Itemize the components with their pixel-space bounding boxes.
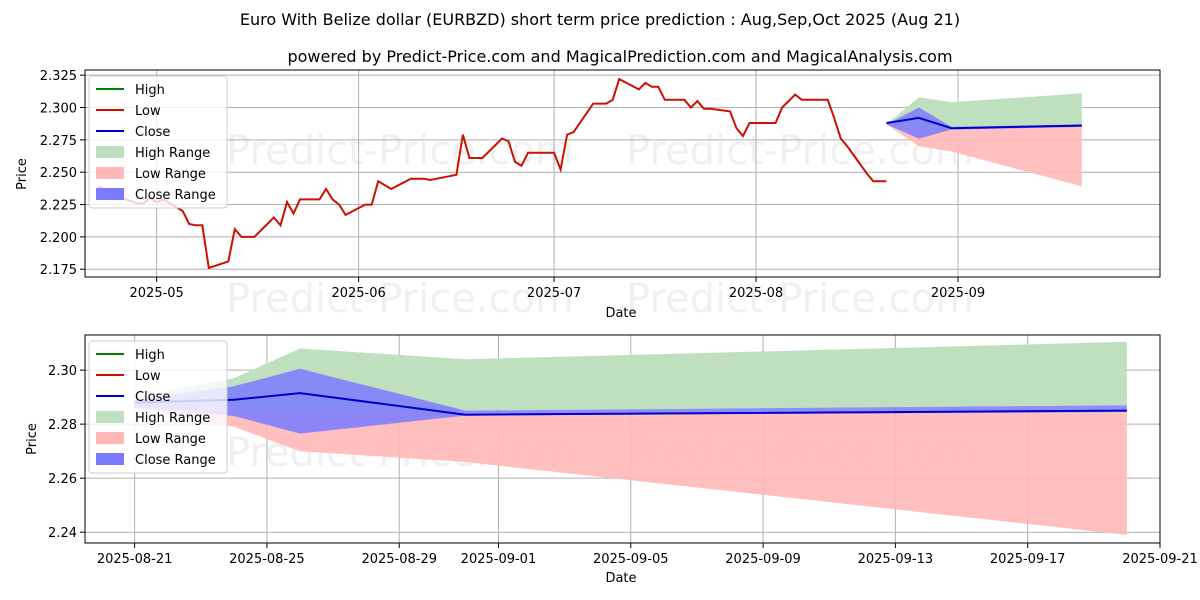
legend-label: Low [135,369,161,384]
watermark-text: Predict-Price.com [626,276,974,322]
y-tick-label: 2.250 [40,166,77,181]
legend-swatch [96,453,124,465]
close-series-line [886,116,1082,130]
top-panel-ticks: 2025-05 2025-06 2025-07 2025-08 2025-09 2.175… [40,69,985,301]
legend-swatch [96,146,124,158]
close-range-band [886,107,1082,139]
y-tick-label: 2.24 [48,526,77,541]
x-tick-label: 2025-09-17 [990,552,1066,567]
y-tick-label: 2.275 [40,134,77,149]
legend-label: Close [135,390,170,405]
top-panel-legend: High Low Close High Range Low Range Close Ran… [88,75,228,209]
legend-label: Low Range [135,432,206,447]
bottom-panel-xlabel: Date [605,571,636,586]
legend-label: High [135,83,165,98]
top-panel-xlabel: Date [605,306,636,321]
x-tick-label: 2025-09-09 [725,552,801,567]
x-tick-label: 2025-09-21 [1122,552,1198,567]
x-tick-label: 2025-09 [931,286,985,301]
legend-swatch [96,188,124,200]
top-panel-ylabel: Price [15,158,30,190]
bottom-panel-legend: High Low Close High Range Low Range Close Ran… [88,340,228,474]
legend-swatch [96,411,124,423]
legend-label: High Range [135,411,210,426]
y-tick-label: 2.30 [48,364,77,379]
top-panel: Predict-Price.com Predict-Price.com Predic… [15,69,1161,322]
bottom-panel-ylabel: Price [25,423,40,455]
y-tick-label: 2.300 [40,102,77,117]
x-tick-label: 2025-09-05 [593,552,669,567]
legend-label: Close [135,125,170,140]
low-range-band [134,402,1127,535]
bottom-panel-series [134,341,1127,535]
x-tick-label: 2025-08-25 [229,552,305,567]
bottom-panel-frame [84,334,1161,544]
legend-label: High Range [135,146,210,161]
x-tick-label: 2025-08-29 [361,552,437,567]
low-series-line [97,77,887,270]
watermark-text: Predict-Price.com [226,128,574,174]
x-tick-label: 2025-08-21 [97,552,173,567]
legend-label: Low Range [135,167,206,182]
y-tick-label: 2.225 [40,199,77,214]
x-tick-label: 2025-05 [130,286,184,301]
legend-label: Close Range [135,453,216,468]
x-tick-label: 2025-06 [331,286,385,301]
x-tick-label: 2025-07 [527,286,581,301]
chart-title: Euro With Belize dollar (EURBZD) short t… [240,10,960,29]
watermark-text: Predict-Price.com [226,276,574,322]
y-tick-label: 2.26 [48,472,77,487]
y-tick-label: 2.325 [40,69,77,84]
low-range-band [886,124,1082,187]
bottom-panel-ticks: 2025-08-21 2025-08-25 2025-08-29 2025-09-01… [48,364,1198,567]
legend-swatch [96,432,124,444]
x-tick-label: 2025-09-01 [461,552,537,567]
legend-label: Low [135,104,161,119]
y-tick-label: 2.28 [48,418,77,433]
y-tick-label: 2.200 [40,231,77,246]
x-tick-label: 2025-09-13 [858,552,934,567]
legend-label: High [135,348,165,363]
legend-swatch [96,167,124,179]
top-panel-series [97,77,1082,270]
y-tick-label: 2.175 [40,263,77,278]
chart-subtitle: powered by Predict-Price.com and Magical… [287,47,952,66]
close-range-band [134,368,1127,434]
top-panel-frame [84,69,1161,278]
legend-label: Close Range [135,188,216,203]
x-tick-label: 2025-08 [729,286,783,301]
